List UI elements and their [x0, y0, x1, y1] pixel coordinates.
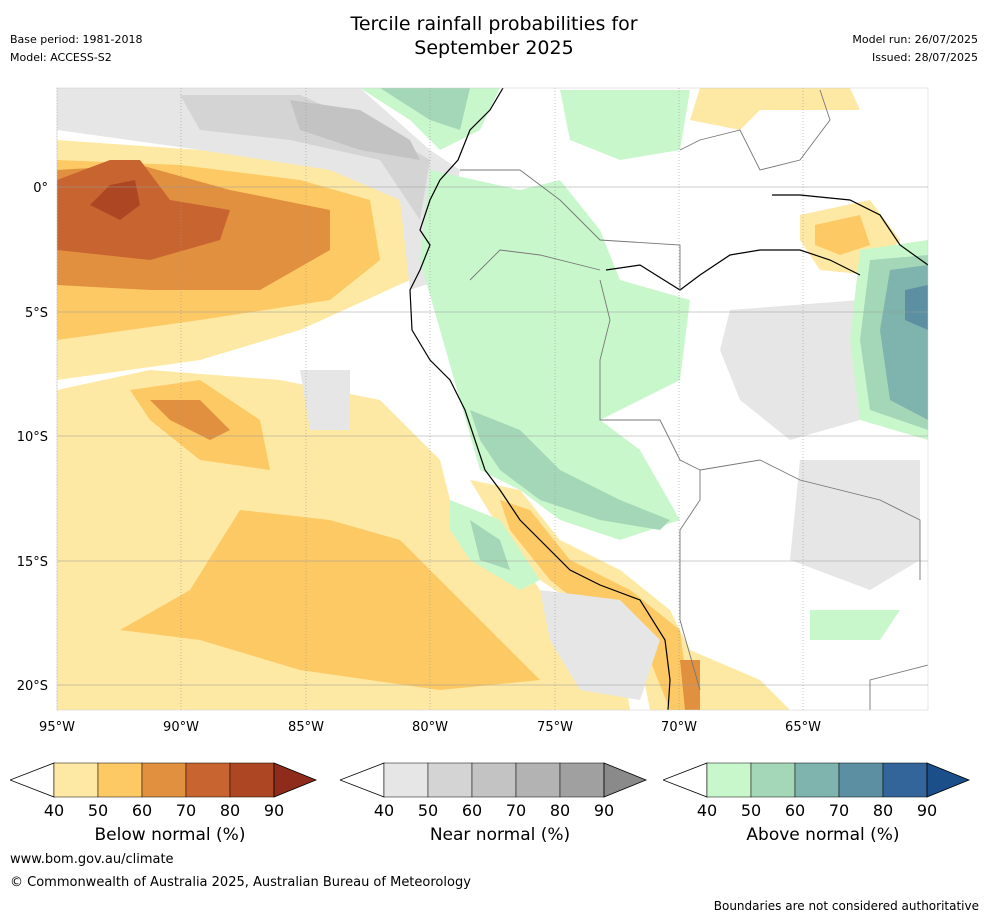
colorbar-below: 40 50 60 70 80 90 Below normal (%)	[8, 760, 330, 850]
lat-label: 15°S	[17, 555, 48, 570]
above-70-east	[905, 285, 928, 330]
colorbar-low-extension	[8, 762, 55, 798]
lon-label: 90°W	[163, 720, 199, 735]
colorbar-tick-label: 90	[917, 801, 937, 820]
above-50-coast-s	[470, 520, 510, 570]
colorbar-segment	[427, 762, 473, 798]
title-line-2: September 2025	[414, 37, 574, 59]
lat-axis: 0° 5°S 10°S 15°S 20°S	[17, 181, 48, 694]
lat-label: 0°	[33, 181, 48, 196]
lon-label: 85°W	[288, 720, 324, 735]
issued-label: Issued: 28/07/2025	[871, 51, 978, 64]
colorbar-tick-label: 40	[697, 801, 717, 820]
colorbar-segment	[559, 762, 605, 798]
colorbar-segment	[515, 762, 561, 798]
colorbar-tick-label: 90	[264, 801, 284, 820]
near-sw	[540, 590, 660, 700]
meta-right: Model run: 26/07/2025 Issued: 28/07/2025	[852, 31, 978, 67]
colorbar-tick-label: 70	[176, 801, 196, 820]
map-title: Tercile rainfall probabilities for Septe…	[0, 12, 988, 60]
title-line-1: Tercile rainfall probabilities for	[350, 13, 638, 35]
lat-label: 10°S	[17, 430, 48, 445]
lon-label: 75°W	[537, 720, 573, 735]
colorbar-tick-label: 80	[220, 801, 240, 820]
colorbar-low-extension	[661, 762, 708, 798]
colorbar-tick-label: 90	[594, 801, 614, 820]
colorbar-tick-label: 60	[462, 801, 482, 820]
colorbar-above: 40 50 60 70 80 90 Above normal (%)	[661, 760, 983, 850]
model-label: Model: ACCESS-S2	[10, 51, 112, 64]
base-period-label: Base period: 1981-2018	[10, 33, 143, 46]
colorbar-segment	[97, 762, 143, 798]
colorbar-segment	[53, 762, 99, 798]
colorbar-segment	[185, 762, 231, 798]
colorbar-segment	[882, 762, 928, 798]
colorbar-segment	[706, 762, 752, 798]
colorbar-below-graphic: 40 50 60 70 80 90	[8, 762, 318, 820]
colorbar-tick-label: 70	[829, 801, 849, 820]
colorbar-high-extension	[273, 762, 318, 798]
probability-field	[57, 88, 928, 710]
above-50-top	[380, 88, 470, 130]
colorbar-segment	[794, 762, 840, 798]
below-n-strip	[690, 88, 860, 130]
boundary-note: Boundaries are not considered authoritat…	[713, 899, 979, 913]
colorbar-tick-label: 50	[741, 801, 761, 820]
lon-label: 65°W	[785, 720, 821, 735]
country-borders	[460, 89, 928, 710]
colorbar-segment	[838, 762, 884, 798]
model-run-label: Model run: 26/07/2025	[852, 33, 978, 46]
colorbar-tick-label: 60	[132, 801, 152, 820]
near-mid	[300, 370, 350, 430]
colorbar-high-extension	[926, 762, 971, 798]
above-50-andes	[470, 410, 670, 530]
colorbar-tick-label: 70	[506, 801, 526, 820]
colorbar-above-graphic: 40 50 60 70 80 90	[661, 762, 971, 820]
near-60-north	[290, 100, 420, 160]
lat-label: 5°S	[25, 306, 48, 321]
colorbar-near: 40 50 60 70 80 90 Near normal (%)	[338, 760, 660, 850]
below-ne-50	[815, 215, 870, 255]
colorbar-segment	[750, 762, 796, 798]
copyright-text: © Commonwealth of Australia 2025, Austra…	[10, 875, 471, 890]
below-80-north	[90, 180, 140, 220]
lon-label: 95°W	[39, 720, 75, 735]
colorbar-tick-label: 50	[418, 801, 438, 820]
lat-label: 20°S	[17, 679, 48, 694]
meta-left: Base period: 1981-2018 Model: ACCESS-S2	[10, 31, 142, 67]
near-east	[720, 300, 860, 440]
gridlines	[56, 88, 928, 710]
coastline	[409, 88, 928, 710]
colorbar-tick-label: 80	[873, 801, 893, 820]
colorbar-tick-label: 40	[374, 801, 394, 820]
lon-label: 80°W	[412, 720, 448, 735]
colorbar-tick-label: 50	[88, 801, 108, 820]
above-40-far-se	[810, 610, 900, 640]
colorbar-near-title: Near normal (%)	[429, 825, 571, 845]
colorbar-below-title: Below normal (%)	[94, 825, 246, 845]
colorbar-tick-label: 60	[785, 801, 805, 820]
colorbar-tick-label: 40	[44, 801, 64, 820]
near-se	[790, 460, 920, 590]
colorbar-above-title: Above normal (%)	[746, 825, 900, 845]
lon-label: 70°W	[661, 720, 697, 735]
lon-axis: 95°W 90°W 85°W 80°W 75°W 70°W 65°W	[39, 720, 821, 735]
colorbar-segment	[229, 762, 275, 798]
colorbar-near-graphic: 40 50 60 70 80 90	[338, 762, 648, 820]
colorbar-segment	[471, 762, 517, 798]
below-70-north	[57, 160, 230, 260]
below-60-south	[150, 400, 230, 440]
colorbar-segment	[383, 762, 429, 798]
source-url: www.bom.gov.au/climate	[10, 852, 174, 867]
above-40-nm	[560, 90, 690, 160]
below-50-south2	[120, 510, 540, 690]
colorbar-segment	[141, 762, 187, 798]
colorbar-high-extension	[603, 762, 648, 798]
colorbar-low-extension	[338, 762, 385, 798]
colorbar-tick-label: 80	[550, 801, 570, 820]
